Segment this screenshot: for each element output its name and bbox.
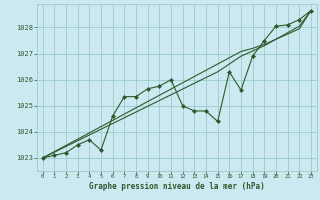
X-axis label: Graphe pression niveau de la mer (hPa): Graphe pression niveau de la mer (hPa) — [89, 182, 265, 191]
